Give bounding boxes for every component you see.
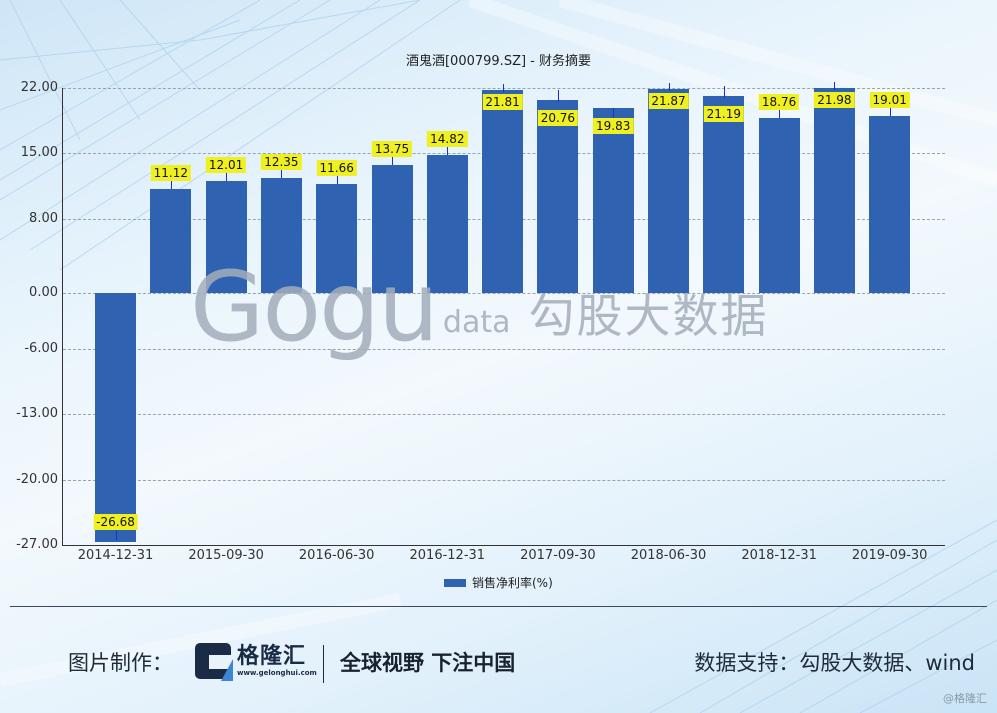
legend-swatch xyxy=(444,578,466,587)
credit-watermark: @格隆汇 xyxy=(943,692,987,705)
slogan: 全球视野 下注中国 xyxy=(340,651,516,675)
bar xyxy=(150,189,192,294)
value-label: 21.19 xyxy=(703,105,744,122)
value-label: 20.76 xyxy=(537,109,579,126)
label-connector xyxy=(723,85,725,98)
y-tick-label: 22.00 xyxy=(20,80,58,95)
x-tick-label: 2014-12-31 xyxy=(77,548,154,563)
label-connector xyxy=(502,83,504,92)
grid-line xyxy=(63,414,945,415)
label-connector xyxy=(613,108,615,119)
bar xyxy=(813,88,855,294)
x-tick-label: 2018-12-31 xyxy=(741,548,817,563)
value-label: 11.66 xyxy=(316,160,357,177)
brand-name: 格隆汇 xyxy=(237,643,307,669)
y-axis xyxy=(62,88,63,546)
bar xyxy=(371,164,413,294)
value-label: 21.87 xyxy=(648,93,689,110)
label-connector xyxy=(668,83,670,92)
bar xyxy=(758,118,800,294)
label-connector xyxy=(557,89,559,102)
bar xyxy=(316,184,358,294)
label-connector xyxy=(226,173,228,182)
bar xyxy=(260,178,302,294)
footer-divider-line xyxy=(10,606,987,607)
watermark-cn: 勾股大数据 xyxy=(528,289,769,343)
y-tick-label: 8.00 xyxy=(29,210,58,226)
grid-line xyxy=(63,88,945,89)
brand-url: www.gelonghui.com xyxy=(237,668,317,677)
value-label: 21.98 xyxy=(814,92,855,109)
made-by-label: 图片制作： xyxy=(68,651,173,675)
x-tick-label: 2016-06-30 xyxy=(298,548,375,563)
x-tick-label: 2015-09-30 xyxy=(188,548,264,563)
chart-title: 酒鬼酒[000799.SZ] - 财务摘要 xyxy=(405,54,591,69)
x-tick-label: 2018-06-30 xyxy=(630,548,707,563)
x-tick-label: 2016-12-31 xyxy=(409,548,486,563)
brand-logo-icon xyxy=(195,643,233,681)
grid-line xyxy=(63,293,945,294)
bar xyxy=(703,95,745,294)
watermark-logo: Gogu xyxy=(190,251,439,363)
value-label: 12.35 xyxy=(261,154,302,170)
label-connector xyxy=(115,530,117,540)
y-tick-label: -27.00 xyxy=(16,537,58,552)
label-connector xyxy=(392,156,393,165)
legend-label: 销售净利率(%) xyxy=(472,576,553,590)
label-connector xyxy=(281,170,283,178)
value-label: -26.68 xyxy=(93,514,138,530)
value-label: 19.01 xyxy=(869,91,910,108)
label-connector xyxy=(779,110,781,119)
data-source: 数据支持：勾股大数据、wind xyxy=(694,651,975,675)
footer-vertical-divider xyxy=(323,645,324,683)
label-connector xyxy=(834,82,836,91)
bar xyxy=(592,108,634,294)
bar xyxy=(205,181,247,294)
y-tick-label: -20.00 xyxy=(16,471,58,487)
value-label: 18.76 xyxy=(758,94,800,111)
value-label: 14.82 xyxy=(427,130,468,147)
bar-chart: 22.00 15.00 8.00 0.00 -6.00 -13.00 -20.00 -27.0… xyxy=(16,80,945,563)
chart-legend: 销售净利率(%) xyxy=(444,574,553,591)
x-tick-label: 2019-09-30 xyxy=(851,548,928,563)
grid-line xyxy=(63,480,945,481)
label-connector xyxy=(447,146,449,155)
value-label: 13.75 xyxy=(371,140,413,157)
value-label: 19.83 xyxy=(593,118,634,135)
y-tick-label: -13.00 xyxy=(16,406,58,422)
bar xyxy=(537,99,579,294)
bar xyxy=(648,89,689,294)
bar xyxy=(482,89,524,294)
x-tick-label: 2017-09-30 xyxy=(520,548,596,563)
value-label: 12.01 xyxy=(205,157,247,174)
label-connector xyxy=(336,176,338,185)
watermark: Gogu data 勾股大数据 xyxy=(190,251,769,363)
watermark-sub: data xyxy=(442,305,511,340)
bar xyxy=(869,115,911,294)
brand-logo: 格隆汇 www.gelonghui.com xyxy=(195,643,317,681)
y-tick-label: 0.00 xyxy=(29,285,58,301)
value-label: 21.81 xyxy=(482,93,523,110)
label-connector xyxy=(889,107,891,116)
bar xyxy=(95,293,136,542)
value-label: 11.12 xyxy=(150,165,191,182)
bar xyxy=(426,154,468,294)
x-axis xyxy=(62,545,945,546)
grid-line xyxy=(63,349,945,350)
y-tick-label: -6.00 xyxy=(24,341,58,357)
y-tick-label: 15.00 xyxy=(20,145,58,161)
label-connector xyxy=(170,181,172,190)
